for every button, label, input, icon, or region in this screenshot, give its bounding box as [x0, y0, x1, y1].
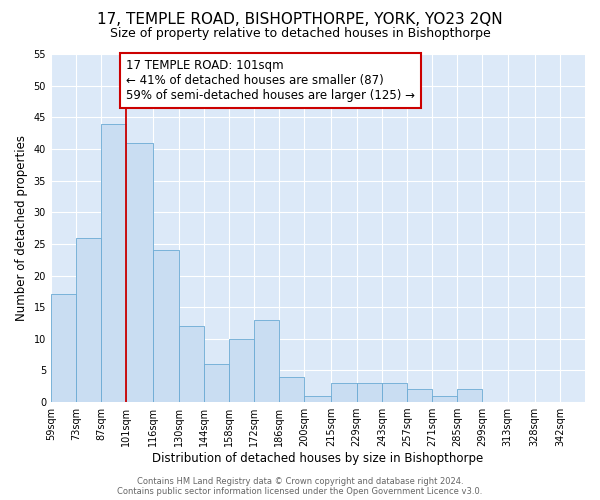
Bar [304, 396, 331, 402]
Bar [457, 390, 482, 402]
Bar [382, 383, 407, 402]
Bar [407, 390, 432, 402]
Bar [101, 124, 127, 402]
Bar [127, 142, 154, 402]
Bar [279, 377, 304, 402]
Text: Contains HM Land Registry data © Crown copyright and database right 2024.
Contai: Contains HM Land Registry data © Crown c… [118, 476, 482, 496]
Bar [356, 383, 382, 402]
Bar [432, 396, 457, 402]
Bar [76, 238, 101, 402]
Y-axis label: Number of detached properties: Number of detached properties [15, 135, 28, 321]
Bar [229, 339, 254, 402]
Bar [331, 383, 356, 402]
Text: 17, TEMPLE ROAD, BISHOPTHORPE, YORK, YO23 2QN: 17, TEMPLE ROAD, BISHOPTHORPE, YORK, YO2… [97, 12, 503, 28]
Text: 17 TEMPLE ROAD: 101sqm
← 41% of detached houses are smaller (87)
59% of semi-det: 17 TEMPLE ROAD: 101sqm ← 41% of detached… [125, 59, 415, 102]
Bar [254, 320, 279, 402]
X-axis label: Distribution of detached houses by size in Bishopthorpe: Distribution of detached houses by size … [152, 452, 484, 465]
Bar [204, 364, 229, 402]
Bar [179, 326, 204, 402]
Bar [51, 294, 76, 402]
Text: Size of property relative to detached houses in Bishopthorpe: Size of property relative to detached ho… [110, 28, 490, 40]
Bar [154, 250, 179, 402]
